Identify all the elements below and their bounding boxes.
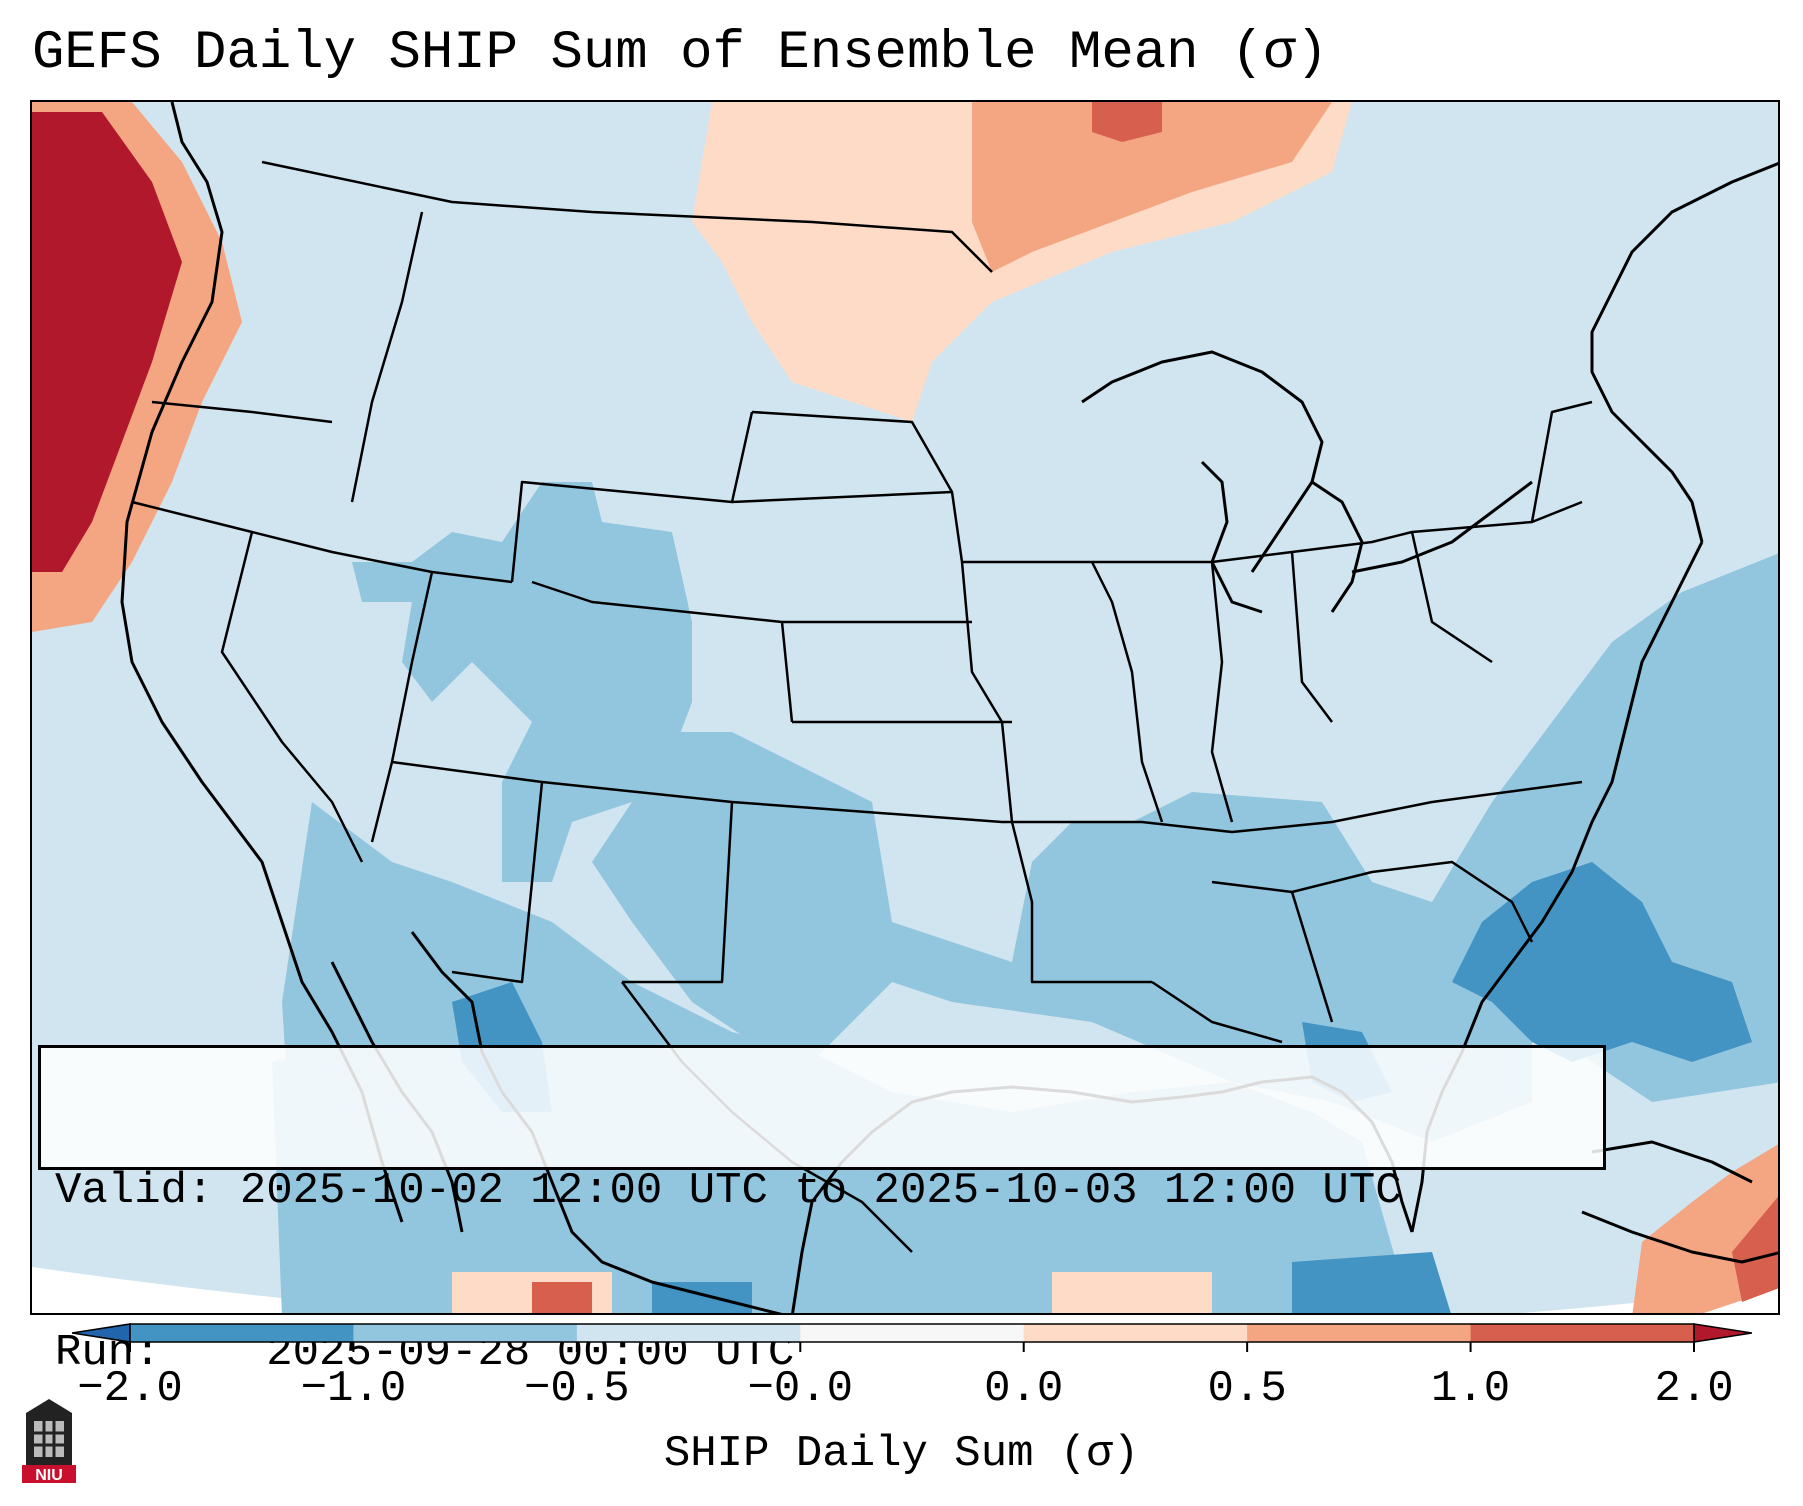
field-neg-southtexas xyxy=(592,732,1532,1142)
field-strong-pos-bottom xyxy=(532,1282,592,1313)
colorbar-segment xyxy=(1023,1324,1248,1342)
colorbar-under-extension xyxy=(72,1323,131,1343)
colorbar-segments xyxy=(72,1323,1752,1343)
colorbar-tick-label: −2.0 xyxy=(77,1364,183,1414)
colorbar: −2.0 −1.0 −0.5 −0.0 0.0 0.5 1.0 2.0 xyxy=(72,1323,1752,1414)
colorbar-segment xyxy=(353,1324,578,1342)
logo-text: NIU xyxy=(35,1467,63,1484)
field-neg-colorado xyxy=(352,482,692,882)
niu-logo-icon: NIU xyxy=(22,1399,76,1484)
colorbar-frame xyxy=(129,1323,1695,1343)
colorbar-segment xyxy=(1470,1324,1695,1342)
map-canvas xyxy=(32,102,1778,1313)
state-borders xyxy=(131,160,1593,1253)
valid-label: Valid: xyxy=(55,1166,214,1216)
valid-run-info-box: Valid: 2025-10-02 12:00 UTC to 2025-10-0… xyxy=(38,1045,1606,1378)
colorbar-tick-label: 0.0 xyxy=(984,1364,1063,1414)
field-strong-pos-caribbean xyxy=(1732,1196,1778,1302)
field-strong-neg-atlantic xyxy=(1452,862,1752,1062)
field-pos-bottom xyxy=(452,1272,1212,1313)
map-panel xyxy=(30,100,1780,1315)
colorbar-label: SHIP Daily Sum (σ) xyxy=(663,1429,1140,1479)
field-strong-pos-pacific xyxy=(32,112,182,572)
colorbar-segment xyxy=(800,1324,1025,1342)
colorbar-tick-label: 2.0 xyxy=(1654,1364,1733,1414)
colorbar-tick-label: −1.0 xyxy=(301,1364,407,1414)
map-title: GEFS Daily SHIP Sum of Ensemble Mean (σ) xyxy=(32,23,1329,84)
colorbar-tick-label: −0.0 xyxy=(747,1364,853,1414)
colorbar-segment xyxy=(1247,1324,1472,1342)
colorbar-tick-label: 0.5 xyxy=(1208,1364,1287,1414)
field-strong-neg-bottom xyxy=(652,1252,1451,1313)
colorbar-segment xyxy=(130,1324,354,1342)
colorbar-ticks: −2.0 −1.0 −0.5 −0.0 0.0 0.5 1.0 2.0 xyxy=(77,1342,1734,1414)
field-neg-gulf xyxy=(282,802,1411,1313)
field-pos-canada-core xyxy=(972,102,1332,272)
colorbar-over-extension xyxy=(1693,1323,1752,1343)
colorbar-tick-label: −0.5 xyxy=(524,1364,630,1414)
colorbar-segment xyxy=(576,1324,801,1342)
colorbar-tick-label: 1.0 xyxy=(1431,1364,1510,1414)
valid-line: Valid: 2025-10-02 12:00 UTC to 2025-10-0… xyxy=(55,1164,1589,1218)
valid-value: 2025-10-02 12:00 UTC to 2025-10-03 12:00… xyxy=(239,1166,1402,1216)
field-strong-pos-canada xyxy=(1092,102,1162,142)
